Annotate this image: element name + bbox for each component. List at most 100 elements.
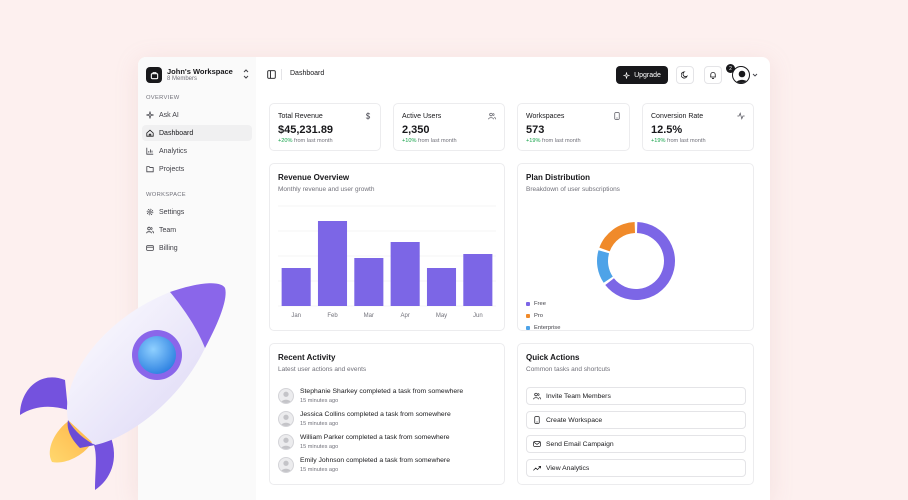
revenue-bar-chart: Jan Feb Mar Apr May Jun	[278, 205, 496, 319]
quick-actions-card: Quick Actions Common tasks and shortcuts…	[517, 343, 754, 485]
activity-item[interactable]: William Parker completed a task from som…	[278, 433, 498, 453]
bar-jun[interactable]	[463, 254, 493, 306]
activity-text: Stephanie Sharkey completed a task from …	[300, 388, 464, 395]
activity-avatar	[278, 457, 294, 473]
legend-item-pro: Pro	[526, 313, 543, 319]
user-icon	[280, 460, 292, 472]
sidebar-item-label: Team	[159, 226, 177, 234]
notifications-button[interactable]	[704, 66, 722, 84]
stat-value: 573	[526, 124, 545, 136]
stat-card-total-revenue: Total Revenue $45,231.89 +20% from last …	[269, 103, 381, 151]
send-email-campaign-button[interactable]: Send Email Campaign	[526, 435, 746, 453]
stat-title: Conversion Rate	[651, 113, 704, 120]
card-subtitle: Common tasks and shortcuts	[526, 366, 611, 373]
stat-card-workspaces: Workspaces 573 +19% from last month	[517, 103, 630, 151]
stat-card-conversion-rate: Conversion Rate 12.5% +19% from last mon…	[642, 103, 754, 151]
card-subtitle: Breakdown of user subscriptions	[526, 186, 620, 193]
sidebar-item-analytics[interactable]: Analytics	[142, 143, 252, 159]
x-tick-label: Jun	[473, 313, 483, 319]
activity-avatar	[278, 434, 294, 450]
sidebar-item-team[interactable]: Team	[142, 222, 252, 238]
stat-change: +19% from last month	[651, 138, 706, 144]
rocket-illustration	[20, 283, 226, 490]
x-tick-label: Mar	[364, 313, 374, 319]
quick-action-label: Invite Team Members	[546, 392, 611, 400]
bar-may[interactable]	[426, 268, 457, 306]
folder-icon	[146, 166, 154, 173]
bar-feb[interactable]	[317, 221, 348, 306]
activity-item[interactable]: Stephanie Sharkey completed a task from …	[278, 387, 498, 407]
sidebar-toggle-icon[interactable]	[267, 70, 276, 79]
quick-action-label: Send Email Campaign	[546, 440, 614, 448]
device-icon	[614, 112, 620, 120]
bar-mar[interactable]	[354, 258, 384, 306]
sidebar-item-label: Projects	[159, 165, 185, 173]
gear-icon	[146, 208, 154, 216]
x-tick-label: Jan	[291, 313, 301, 319]
revenue-overview-card: Revenue Overview Monthly revenue and use…	[269, 163, 505, 331]
legend-swatch	[526, 326, 530, 330]
legend-item-free: Free	[526, 301, 546, 307]
sidebar-item-billing[interactable]: Billing	[142, 240, 252, 256]
activity-item[interactable]: Jessica Collins completed a task from so…	[278, 410, 498, 430]
breadcrumb[interactable]: Dashboard	[290, 70, 325, 77]
moon-icon	[681, 71, 688, 79]
activity-item[interactable]: Emily Johnson completed a task from some…	[278, 456, 498, 476]
stat-change: +10% from last month	[402, 138, 457, 144]
workspace-name: John's Workspace	[167, 66, 233, 76]
users-icon	[488, 112, 496, 120]
bar-jan[interactable]	[281, 268, 311, 306]
activity-avatar	[278, 411, 294, 427]
stat-value: 12.5%	[651, 124, 683, 136]
sidebar-item-settings[interactable]: Settings	[142, 204, 252, 220]
stat-value: 2,350	[402, 124, 430, 136]
activity-time: 15 minutes ago	[300, 444, 339, 450]
sidebar-item-label: Settings	[159, 208, 185, 216]
rocket-window	[132, 330, 182, 380]
credit-card-icon	[146, 245, 154, 251]
sidebar-item-ask-ai[interactable]: Ask AI	[142, 107, 252, 123]
theme-toggle-button[interactable]	[676, 66, 694, 84]
donut-slice-pro[interactable]	[599, 222, 636, 252]
recent-activity-card: Recent Activity Latest user actions and …	[269, 343, 505, 485]
legend-swatch	[526, 302, 530, 306]
stat-change: +19% from last month	[526, 138, 581, 144]
donut-slice-free[interactable]	[605, 222, 675, 300]
workspace-logo-icon	[146, 67, 162, 83]
invite-team-members-button[interactable]: Invite Team Members	[526, 387, 746, 405]
rocket-fins	[20, 377, 115, 490]
upgrade-button[interactable]: Upgrade	[616, 66, 668, 84]
users-icon	[146, 226, 154, 234]
sidebar-item-dashboard[interactable]: Dashboard	[142, 125, 252, 141]
create-workspace-button[interactable]: Create Workspace	[526, 411, 746, 429]
activity-time: 15 minutes ago	[300, 421, 339, 427]
user-icon	[280, 414, 292, 426]
bar-apr[interactable]	[390, 242, 420, 306]
activity-text: Emily Johnson completed a task from some…	[300, 457, 450, 464]
stat-title: Total Revenue	[278, 113, 323, 120]
user-icon	[280, 437, 292, 449]
view-analytics-button[interactable]: View Analytics	[526, 459, 746, 477]
card-subtitle: Monthly revenue and user growth	[278, 186, 375, 193]
donut-slice-enterprise[interactable]	[597, 250, 613, 283]
home-icon	[146, 129, 154, 137]
breadcrumb-separator	[281, 69, 282, 80]
sidebar: John's Workspace 8 Members OVERVIEW Ask …	[138, 57, 256, 500]
trend-icon	[533, 466, 541, 471]
sidebar-item-label: Ask AI	[159, 111, 179, 119]
chevron-down-icon[interactable]	[752, 72, 758, 78]
card-subtitle: Latest user actions and events	[278, 366, 367, 373]
user-avatar[interactable]	[732, 66, 750, 84]
legend-label: Pro	[534, 313, 544, 319]
sidebar-item-projects[interactable]: Projects	[142, 161, 252, 177]
dashboard-window: John's Workspace 8 Members OVERVIEW Ask …	[138, 57, 770, 500]
sparkle-icon	[623, 71, 630, 79]
legend-label: Enterprise	[534, 325, 561, 331]
device-icon	[534, 416, 540, 424]
upgrade-label: Upgrade	[634, 71, 661, 79]
section-workspace-label: WORKSPACE	[146, 192, 186, 198]
workspace-switcher[interactable]: John's Workspace 8 Members	[146, 63, 250, 87]
users-icon	[533, 392, 541, 400]
activity-time: 15 minutes ago	[300, 398, 339, 404]
bell-icon	[710, 71, 716, 79]
